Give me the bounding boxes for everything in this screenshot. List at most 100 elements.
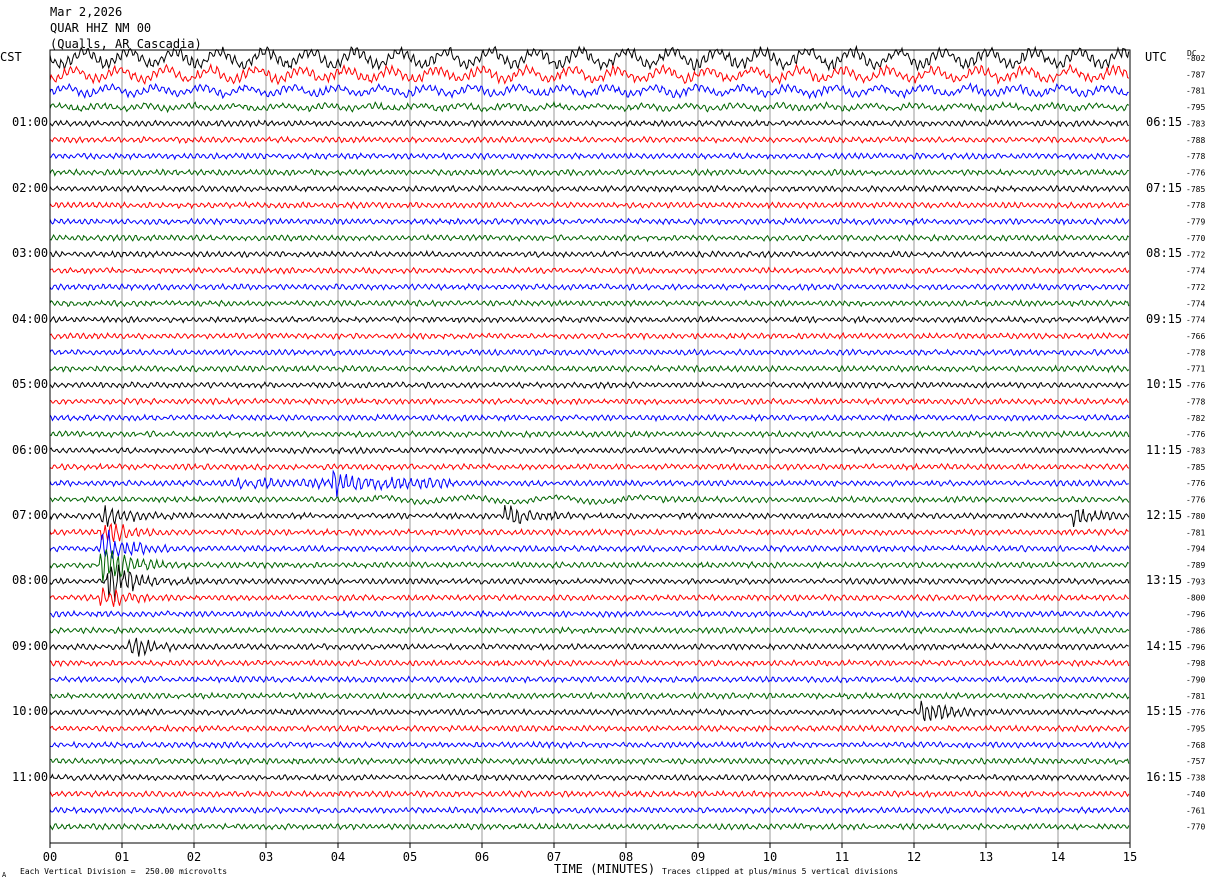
dc-offset-label: -786 — [1186, 626, 1205, 635]
x-axis-title: TIME (MINUTES) — [554, 862, 656, 876]
trace-row-2 — [49, 82, 1129, 100]
header-location: (Qualls, AR Cascadia) — [50, 37, 202, 51]
trace-row-4 — [49, 119, 1129, 128]
dc-offset-label: -785 — [1186, 185, 1205, 194]
trace-row-31 — [49, 549, 1130, 582]
x-tick-label: 01 — [115, 850, 129, 864]
left-hour-label: 03:00 — [12, 246, 49, 261]
trace-row-39 — [49, 691, 1130, 700]
dc-offset-label: -766 — [1186, 332, 1205, 341]
x-tick-label: 11 — [835, 850, 849, 864]
dc-offset-label: -770 — [1186, 823, 1205, 832]
dc-offset-label: -783 — [1186, 447, 1205, 456]
trace-row-8 — [49, 184, 1130, 194]
dc-offset-labels: -802 -787 -781 -795 -783 -788 -778 -776 -785 -778… — [1186, 54, 1205, 832]
dc-offset-label: -789 — [1186, 561, 1205, 570]
trace-row-14 — [49, 282, 1130, 292]
x-tick-label: 08 — [619, 850, 633, 864]
left-hour-label: 02:00 — [12, 180, 49, 195]
dc-offset-label: -738 — [1186, 774, 1205, 783]
corner-mark: A — [2, 871, 7, 879]
dc-offset-label: -776 — [1186, 708, 1205, 717]
dc-offset-label: -779 — [1186, 218, 1205, 227]
dc-offset-label: -774 — [1186, 267, 1205, 276]
trace-row-5 — [49, 135, 1130, 145]
trace-row-1 — [49, 62, 1130, 86]
x-tick-label: 02 — [187, 850, 201, 864]
x-tick-label: 07 — [547, 850, 561, 864]
dc-offset-label: -776 — [1186, 496, 1205, 505]
dc-offset-label: -800 — [1186, 594, 1205, 603]
trace-row-21 — [49, 397, 1129, 406]
trace-row-41 — [49, 724, 1130, 733]
left-hour-label: 07:00 — [12, 507, 49, 522]
trace-row-26 — [49, 469, 1129, 498]
dc-offset-label: -802 — [1186, 54, 1205, 63]
trace-row-32 — [49, 564, 1130, 602]
trace-row-7 — [49, 168, 1129, 177]
trace-row-28 — [49, 505, 1130, 527]
dc-offset-label: -790 — [1186, 675, 1205, 684]
left-hour-label: 04:00 — [12, 311, 49, 326]
trace-row-6 — [49, 151, 1130, 161]
x-axis-ticks: 00 01 02 03 04 05 06 07 08 09 10 11 12 13 14 15 — [43, 843, 1137, 864]
x-tick-label: 05 — [403, 850, 417, 864]
clip-note: Traces clipped at plus/minus 5 vertical … — [662, 867, 899, 876]
dc-offset-label: -778 — [1186, 152, 1205, 161]
dc-offset-label: -772 — [1186, 250, 1205, 259]
trace-row-29 — [49, 522, 1129, 542]
dc-offset-label: -778 — [1186, 348, 1205, 357]
right-hour-label: 10:15 — [1146, 377, 1183, 392]
dc-offset-label: -782 — [1186, 414, 1205, 423]
trace-row-18 — [49, 347, 1130, 357]
x-tick-label: 12 — [907, 850, 921, 864]
x-tick-label: 15 — [1123, 850, 1137, 864]
plot-frame — [49, 49, 1131, 844]
trace-row-42 — [49, 740, 1129, 750]
trace-row-12 — [49, 249, 1130, 259]
trace-row-13 — [49, 266, 1130, 275]
right-hour-label: 13:15 — [1146, 573, 1183, 588]
right-zone-label: UTC — [1145, 50, 1167, 64]
trace-row-46 — [49, 806, 1130, 815]
right-hour-label: 06:15 — [1146, 115, 1183, 130]
dc-offset-label: -795 — [1186, 725, 1205, 734]
trace-row-47 — [49, 822, 1130, 832]
dc-offset-label: -776 — [1186, 430, 1205, 439]
trace-row-19 — [49, 364, 1130, 374]
trace-row-44 — [49, 773, 1130, 782]
trace-row-23 — [49, 429, 1130, 439]
trace-row-33 — [49, 587, 1130, 607]
dc-offset-label: -778 — [1186, 201, 1205, 210]
left-hour-label: 05:00 — [12, 377, 49, 392]
left-hour-label: 09:00 — [12, 638, 49, 653]
trace-row-45 — [49, 789, 1130, 799]
right-hour-label: 15:15 — [1146, 704, 1183, 719]
left-hour-label: 06:00 — [12, 442, 49, 457]
trace-row-27 — [49, 493, 1130, 506]
left-hour-label: 10:00 — [12, 704, 49, 719]
x-tick-label: 10 — [763, 850, 777, 864]
trace-row-11 — [49, 233, 1130, 243]
minute-grid — [121, 50, 1059, 843]
right-hour-label: 12:15 — [1146, 507, 1183, 522]
dc-offset-label: -783 — [1186, 119, 1205, 128]
trace-row-17 — [49, 331, 1129, 341]
dc-header-label: DC — [1187, 49, 1197, 58]
dc-offset-label: -795 — [1186, 103, 1205, 112]
trace-row-3 — [49, 100, 1130, 114]
x-tick-label: 00 — [43, 850, 57, 864]
dc-offset-label: -772 — [1186, 283, 1205, 292]
x-tick-label: 14 — [1051, 850, 1065, 864]
dc-offset-label: -787 — [1186, 70, 1205, 79]
trace-row-16 — [49, 315, 1130, 325]
dc-offset-label: -780 — [1186, 512, 1205, 521]
dc-offset-label: -796 — [1186, 643, 1205, 652]
header-date: Mar 2,2026 — [50, 5, 123, 19]
trace-row-20 — [49, 380, 1130, 390]
dc-offset-label: -776 — [1186, 168, 1205, 177]
right-hour-label: 14:15 — [1146, 638, 1183, 653]
dc-offset-label: -794 — [1186, 545, 1205, 554]
trace-row-35 — [49, 626, 1130, 635]
